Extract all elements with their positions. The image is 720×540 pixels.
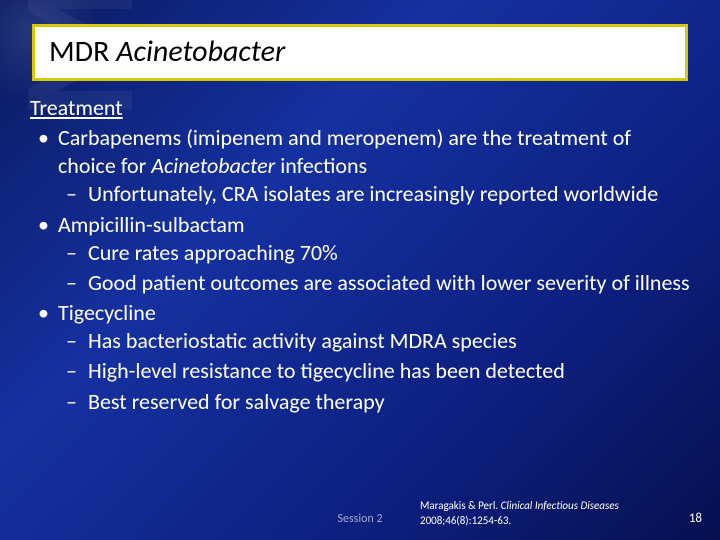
bullet-item: Ampicillin-sulbactamCure rates approachi… bbox=[30, 211, 690, 297]
sub-list: Has bacteriostatic activity against MDRA… bbox=[58, 327, 690, 415]
slide-title-box: MDR Acinetobacter bbox=[32, 24, 688, 81]
slide-title: MDR Acinetobacter bbox=[49, 33, 671, 70]
sub-item: High-level resistance to tigecycline has… bbox=[58, 357, 690, 385]
citation-journal: Clinical Infectious Diseases bbox=[501, 499, 619, 512]
citation-authors: Maragakis & Perl. bbox=[420, 499, 501, 512]
slide-number: 18 bbox=[689, 511, 702, 526]
sub-list: Cure rates approaching 70%Good patient o… bbox=[58, 239, 690, 297]
section-heading: Treatment bbox=[30, 94, 690, 122]
bullet-text-part: infections bbox=[275, 152, 367, 179]
sub-item: Cure rates approaching 70% bbox=[58, 239, 690, 267]
bullet-item: TigecyclineHas bacteriostatic activity a… bbox=[30, 299, 690, 416]
sub-list: Unfortunately, CRA isolates are increasi… bbox=[58, 180, 690, 208]
bullet-text-part: Acinetobacter bbox=[151, 152, 275, 179]
sub-item: Has bacteriostatic activity against MDRA… bbox=[58, 327, 690, 355]
sub-item: Best reserved for salvage therapy bbox=[58, 388, 690, 416]
citation-rest: 2008;46(8):1254-63. bbox=[420, 514, 511, 527]
bullet-item: Carbapenems (imipenem and meropenem) are… bbox=[30, 124, 690, 208]
bullet-text-part: Tigecycline bbox=[58, 299, 156, 326]
title-plain: MDR bbox=[49, 33, 116, 70]
slide-body: Treatment Carbapenems (imipenem and mero… bbox=[30, 94, 690, 418]
bullet-text-part: Ampicillin-sulbactam bbox=[58, 211, 245, 238]
citation: Maragakis & Perl. Clinical Infectious Di… bbox=[420, 499, 660, 528]
sub-item: Unfortunately, CRA isolates are increasi… bbox=[58, 180, 690, 208]
session-label: Session 2 bbox=[337, 512, 382, 526]
bullet-list: Carbapenems (imipenem and meropenem) are… bbox=[30, 124, 690, 416]
title-italic: Acinetobacter bbox=[116, 33, 285, 70]
sub-item: Good patient outcomes are associated wit… bbox=[58, 269, 690, 297]
